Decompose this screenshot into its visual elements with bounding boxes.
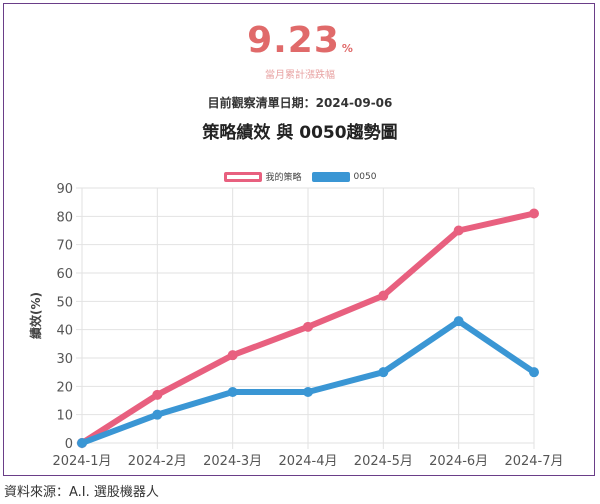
series-point-0 (378, 290, 389, 301)
series-point-1 (453, 316, 464, 327)
chart-series (77, 208, 539, 448)
chart-legend: 我的策略 0050 (0, 170, 600, 183)
y-axis-label: 績效(%) (28, 292, 43, 339)
y-tick-label: 60 (56, 267, 73, 282)
monthly-return-label: 當月累計漲跌幅 (265, 70, 335, 81)
series-point-1 (303, 387, 313, 397)
y-tick-label: 40 (56, 324, 73, 339)
x-tick-label: 2024-4月 (278, 454, 337, 469)
series-point-0 (152, 389, 163, 400)
legend-label-benchmark: 0050 (353, 171, 377, 182)
monthly-return-number: 9.23 (247, 20, 340, 61)
x-tick-label: 2024-7月 (504, 454, 563, 469)
x-tick-label: 2024-6月 (429, 454, 488, 469)
watchlist-date: 目前觀察清單日期：2024-09-06 (207, 96, 393, 110)
y-axis-ticks: 0 10 20 30 40 50 60 70 80 90 (56, 182, 73, 452)
legend-label-strategy: 我的策略 (265, 173, 302, 183)
x-tick-label: 2024-1月 (52, 454, 111, 469)
series-point-0 (529, 208, 539, 219)
x-axis-ticks: 2024-1月 2024-2月 2024-3月 2024-4月 2024-5月 2024-… (52, 454, 563, 469)
chart-title: 策略績效 與 0050趨勢圖 (202, 123, 398, 143)
legend-swatch-strategy (223, 171, 262, 182)
y-tick-label: 30 (56, 352, 73, 367)
x-tick-label: 2024-2月 (128, 454, 187, 469)
y-tick-label: 0 (65, 437, 73, 452)
series-point-0 (303, 321, 313, 332)
legend-item-benchmark[interactable]: 0050 (311, 171, 377, 182)
chart-frame (3, 3, 595, 476)
series-point-1 (227, 387, 238, 397)
series-point-1 (152, 409, 163, 420)
data-source-note: 資料來源：A.I. 選股機器人 (4, 485, 159, 500)
legend-swatch-benchmark (311, 171, 350, 182)
legend-item-strategy[interactable]: 我的策略 (223, 170, 302, 183)
y-tick-label: 90 (56, 182, 73, 197)
y-tick-label: 80 (56, 210, 73, 225)
series-point-0 (453, 225, 464, 236)
y-tick-label: 50 (56, 295, 73, 310)
series-point-1 (77, 438, 87, 448)
y-tick-label: 70 (56, 239, 73, 254)
y-tick-label: 20 (56, 380, 73, 395)
series-point-0 (227, 350, 238, 361)
x-tick-label: 2024-5月 (354, 454, 413, 469)
y-tick-label: 10 (56, 409, 73, 424)
monthly-return-value: 9.23% (0, 20, 600, 61)
series-point-1 (529, 367, 539, 378)
series-point-1 (378, 367, 389, 378)
x-tick-label: 2024-3月 (203, 454, 262, 469)
monthly-return-unit: % (341, 42, 353, 55)
